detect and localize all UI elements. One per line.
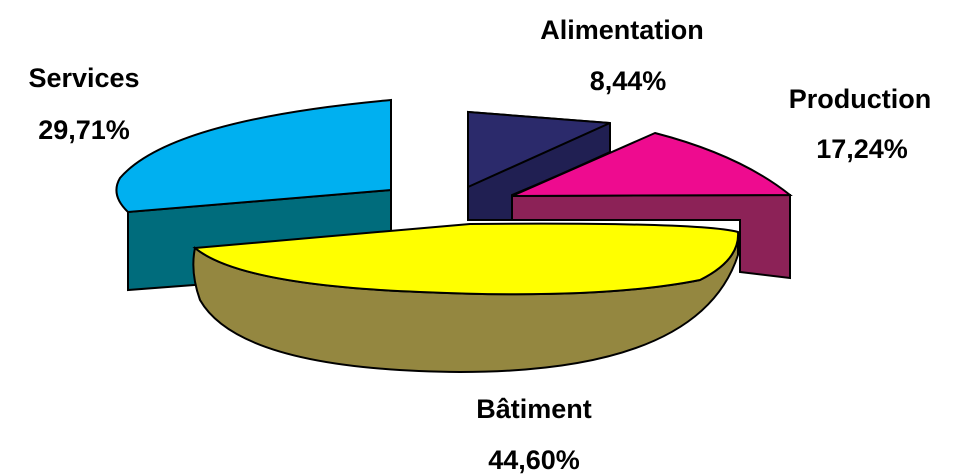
- slice-alimentation-top: [467, 110, 611, 189]
- slice-production-top: [511, 131, 793, 197]
- slice-services-top: [115, 98, 392, 214]
- value-production: 17,24%: [816, 134, 908, 164]
- label-services: Services: [28, 63, 139, 93]
- label-batiment: Bâtiment: [476, 394, 592, 424]
- value-services: 29,71%: [38, 115, 130, 145]
- slice-batiment: [192, 222, 740, 374]
- label-alimentation: Alimentation: [540, 15, 704, 45]
- slice-production: [511, 131, 793, 280]
- value-alimentation: 8,44%: [590, 66, 667, 96]
- value-batiment: 44,60%: [488, 445, 580, 475]
- slice-batiment-top: [192, 222, 740, 296]
- label-production: Production: [789, 84, 932, 114]
